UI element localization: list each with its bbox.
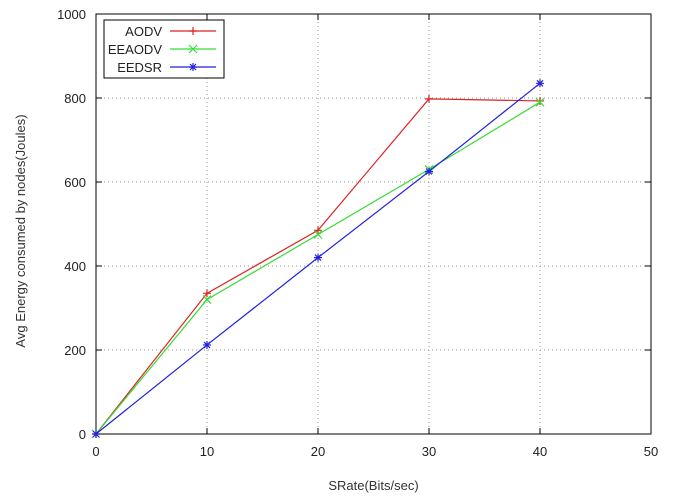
data-point bbox=[536, 96, 544, 105]
x-tick-label: 0 bbox=[92, 444, 99, 459]
series-eedsr bbox=[92, 79, 544, 438]
legend-item: EEDSR bbox=[117, 60, 216, 75]
legend-item: EEAODV bbox=[108, 42, 216, 57]
series-line bbox=[95, 101, 541, 435]
x-tick-label: 50 bbox=[644, 444, 658, 459]
x-tick-label: 40 bbox=[533, 444, 547, 459]
legend-swatch-marker bbox=[189, 27, 197, 35]
legend: AODV EEAODV EEDSR bbox=[103, 19, 225, 79]
series-lines bbox=[91, 79, 545, 439]
x-tick-label: 30 bbox=[422, 444, 436, 459]
legend-item: AODV bbox=[125, 24, 216, 39]
x-tick-label: 20 bbox=[311, 444, 325, 459]
legend-label: EEAODV bbox=[108, 42, 163, 57]
legend-label: AODV bbox=[125, 24, 162, 39]
plot-frame bbox=[95, 13, 652, 435]
data-point bbox=[314, 226, 322, 235]
data-point bbox=[314, 253, 322, 262]
y-tick-label: 800 bbox=[64, 91, 86, 106]
data-point bbox=[535, 97, 545, 107]
series-eeaodv bbox=[91, 97, 545, 439]
legend-swatch-marker bbox=[189, 63, 197, 71]
data-point bbox=[203, 340, 211, 349]
y-tick-label: 0 bbox=[79, 427, 86, 442]
y-tick-label: 400 bbox=[64, 259, 86, 274]
y-tick-label: 600 bbox=[64, 175, 86, 190]
y-axis-title: Avg Energy consumed by nodes(Joules) bbox=[13, 114, 28, 347]
data-point bbox=[536, 79, 544, 88]
data-point bbox=[313, 230, 323, 239]
x-axis-title: SRate(Bits/sec) bbox=[328, 478, 418, 493]
axis-ticks: 0 10 20 30 40 50 0 200 400 600 800 1000 bbox=[57, 7, 658, 459]
y-tick-label: 1000 bbox=[57, 7, 86, 22]
x-tick-label: 10 bbox=[200, 444, 214, 459]
data-point bbox=[92, 430, 100, 438]
data-point bbox=[202, 295, 212, 305]
y-tick-label: 200 bbox=[64, 343, 86, 358]
data-point bbox=[203, 289, 211, 298]
legend-swatch-marker bbox=[188, 44, 198, 54]
data-point bbox=[425, 94, 433, 103]
data-point bbox=[425, 167, 433, 176]
legend-label: EEDSR bbox=[117, 60, 162, 75]
grid-lines bbox=[96, 14, 651, 434]
